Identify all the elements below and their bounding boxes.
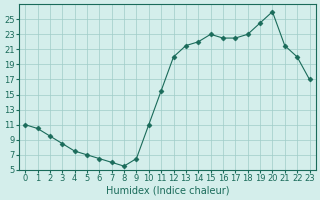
X-axis label: Humidex (Indice chaleur): Humidex (Indice chaleur) bbox=[106, 186, 229, 196]
